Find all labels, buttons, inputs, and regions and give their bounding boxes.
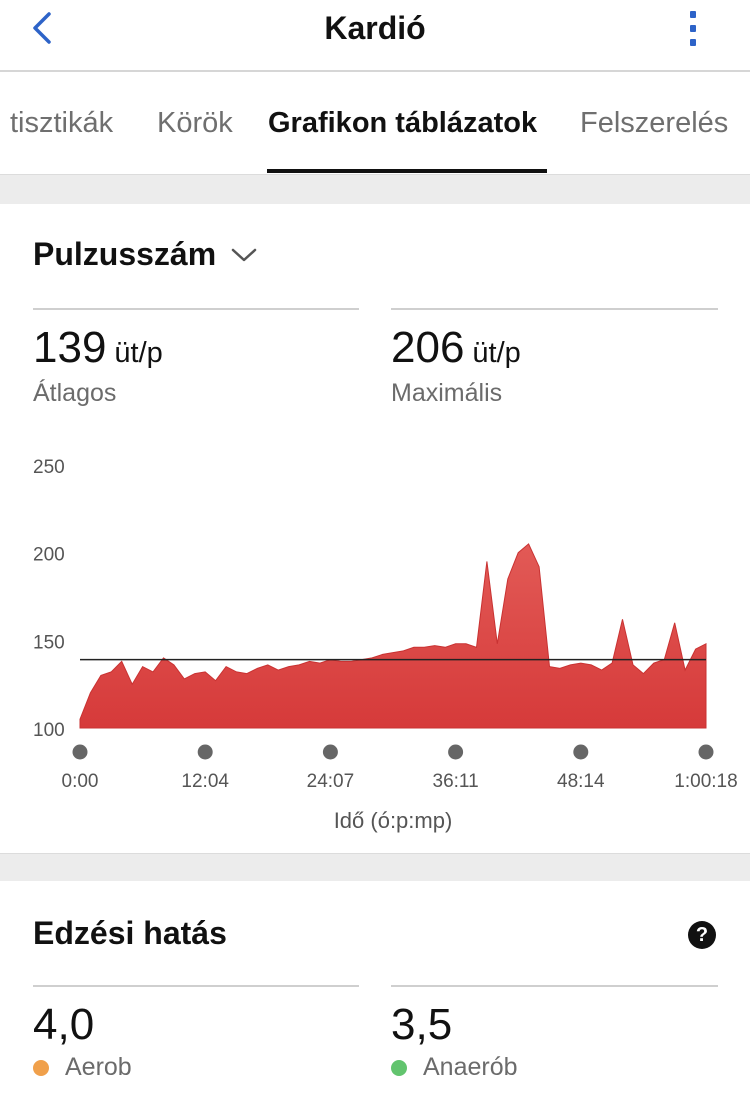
- page-title: Kardió: [324, 10, 426, 46]
- max-hr-label: Maximális: [391, 379, 503, 407]
- more-options-button[interactable]: [678, 8, 708, 48]
- aerobic-stat: 4,0 Aerob: [33, 985, 359, 1082]
- back-button[interactable]: [22, 8, 62, 48]
- tab-statistics[interactable]: tisztikák: [10, 107, 114, 139]
- x-tick-marker: [197, 744, 213, 760]
- help-icon[interactable]: ?: [688, 921, 716, 949]
- y-tick-label: 100: [33, 720, 65, 741]
- max-hr-value: 206 üt/p: [391, 323, 521, 372]
- x-tick-marker: [573, 744, 589, 760]
- anaerobic-color-dot: [391, 1059, 407, 1076]
- more-vertical-icon: [690, 10, 696, 18]
- x-tick-label: 24:07: [307, 771, 355, 792]
- anaerobic-label: Anaerób: [391, 1053, 718, 1082]
- section-divider: [0, 853, 750, 881]
- tab-laps[interactable]: Körök: [157, 107, 233, 139]
- aerobic-label: Aerob: [33, 1053, 359, 1082]
- training-effect-title: Edzési hatás: [33, 915, 227, 951]
- chevron-left-icon: [33, 12, 51, 44]
- max-hr-stat: 206 üt/p Maximális: [391, 308, 718, 408]
- heart-rate-area: [79, 543, 707, 729]
- x-tick-label: 1:00:18: [674, 771, 737, 792]
- x-tick-label: 12:04: [181, 771, 229, 792]
- tab-charts[interactable]: Grafikon táblázatok: [268, 107, 538, 139]
- average-hr-stat: 139 üt/p Átlagos: [33, 308, 359, 408]
- chevron-down-icon: [231, 248, 257, 261]
- x-tick-label: 36:11: [433, 771, 479, 792]
- x-tick-marker: [322, 744, 338, 760]
- heart-rate-chart[interactable]: 250 200 150 100 0:00 12:04 24:07 36:11 48:14 1:00…: [0, 440, 750, 850]
- x-tick-label: 48:14: [557, 771, 605, 792]
- metric-selector-label: Pulzusszám: [33, 236, 217, 272]
- x-tick-label: 0:00: [62, 771, 99, 792]
- average-hr-value: 139 üt/p: [33, 323, 163, 372]
- tab-bar: tisztikák Körök Grafikon táblázatok Fels…: [0, 74, 750, 174]
- tab-gear[interactable]: Felszerelés: [580, 107, 729, 139]
- average-hr-unit: üt/p: [114, 337, 163, 369]
- average-hr-label: Átlagos: [33, 379, 117, 407]
- x-axis-label: Idő (ó:p:mp): [334, 808, 453, 833]
- y-tick-label: 150: [33, 632, 65, 653]
- x-tick-marker: [698, 744, 714, 760]
- aerobic-color-dot: [33, 1059, 49, 1076]
- section-divider: [0, 174, 750, 204]
- x-tick-marker: [72, 744, 88, 760]
- anaerobic-value: 3,5: [391, 1000, 453, 1049]
- active-tab-indicator: [267, 169, 547, 173]
- anaerobic-stat: 3,5 Anaerób: [391, 985, 718, 1082]
- y-tick-label: 250: [33, 457, 65, 478]
- x-tick-marker: [448, 744, 464, 760]
- aerobic-value: 4,0: [33, 1000, 95, 1049]
- metric-selector[interactable]: Pulzusszám: [33, 236, 258, 273]
- y-tick-label: 200: [33, 545, 65, 566]
- top-bar: Kardió: [0, 0, 750, 72]
- max-hr-unit: üt/p: [472, 337, 521, 369]
